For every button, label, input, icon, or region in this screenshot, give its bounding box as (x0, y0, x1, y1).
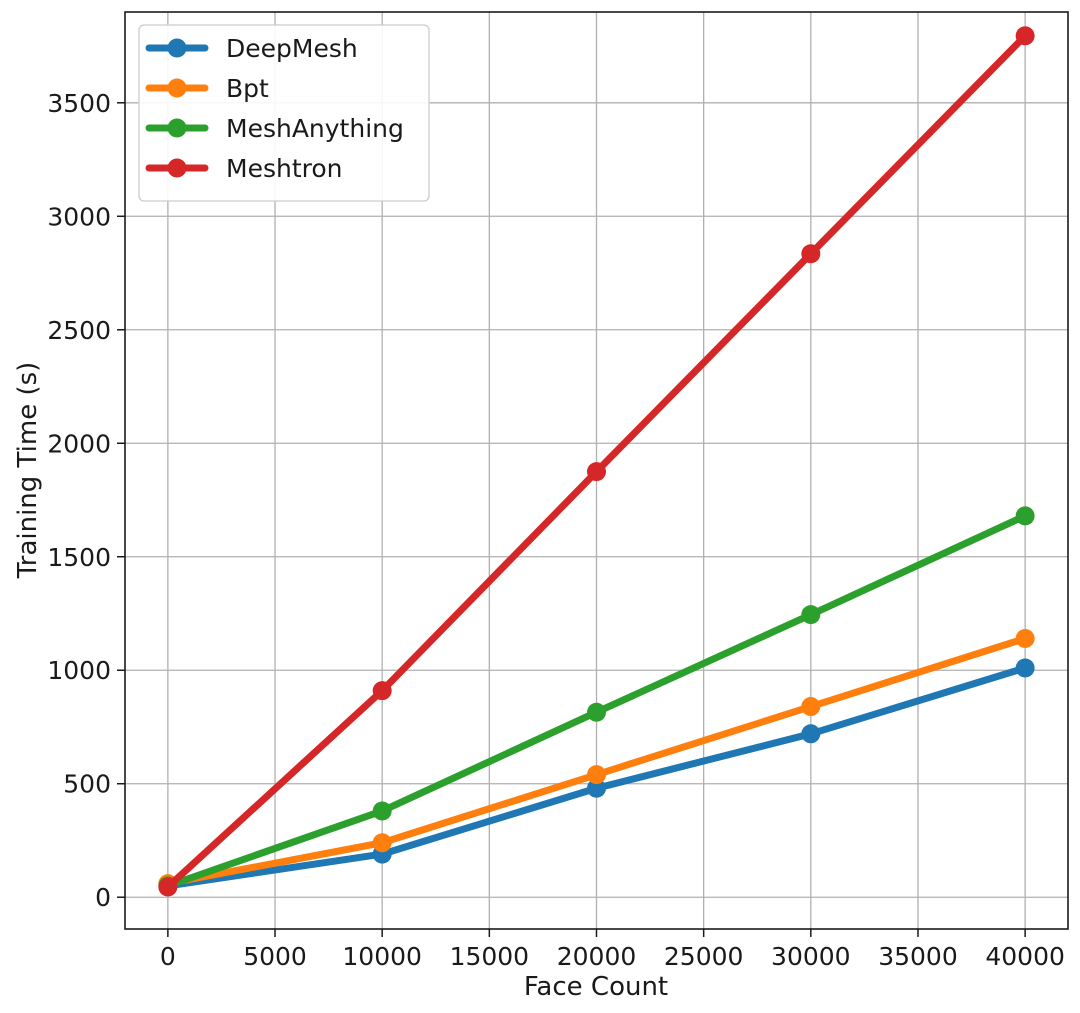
y-tick-label: 2500 (47, 316, 111, 345)
legend-box (138, 24, 430, 202)
data-point-bpt (587, 765, 606, 785)
x-tick-label: 20000 (557, 942, 637, 971)
data-point-deepmesh (801, 724, 821, 744)
y-axis-label: Training Time (s) (13, 362, 43, 580)
y-tick-label: 0 (95, 883, 111, 912)
data-point-meshanything (1015, 506, 1035, 526)
data-point-bpt (801, 697, 821, 717)
legend-label-deepmesh: DeepMesh (226, 34, 358, 63)
x-tick-label: 40000 (985, 942, 1065, 971)
x-axis-label: Face Count (524, 972, 668, 1002)
y-tick-label: 1000 (47, 656, 111, 685)
data-point-meshtron (158, 877, 178, 897)
legend-marker-meshtron (167, 158, 187, 178)
data-point-bpt (1015, 628, 1035, 648)
legend-label-bpt: Bpt (226, 74, 269, 103)
x-tick-label: 0 (160, 942, 176, 971)
data-point-deepmesh (587, 778, 606, 798)
x-tick-label: 15000 (450, 942, 530, 971)
data-point-bpt (372, 833, 392, 853)
y-axis-ticks: 0 500 1000 1500 2000 2500 3000 3500 (47, 89, 125, 912)
y-tick-label: 3000 (47, 202, 111, 231)
y-tick-label: 3500 (47, 89, 111, 118)
legend-label-meshtron: Meshtron (226, 154, 343, 183)
x-tick-label: 30000 (771, 942, 851, 971)
x-tick-label: 25000 (664, 942, 744, 971)
legend-label-meshanything: MeshAnything (226, 114, 404, 143)
x-tick-label: 35000 (878, 942, 958, 971)
data-point-meshtron (587, 462, 606, 482)
legend-marker-bpt (167, 78, 187, 98)
x-tick-label: 10000 (342, 942, 422, 971)
y-tick-label: 2000 (47, 429, 111, 458)
y-tick-label: 1500 (47, 543, 111, 572)
y-tick-label: 500 (63, 770, 111, 799)
data-point-meshanything (587, 702, 606, 722)
series-group (158, 26, 1035, 897)
x-tick-label: 5000 (243, 942, 307, 971)
legend-marker-meshanything (167, 118, 187, 138)
data-point-meshtron (372, 681, 392, 701)
data-point-deepmesh (1015, 658, 1035, 678)
legend-marker-deepmesh (167, 38, 187, 58)
data-point-meshanything (801, 605, 821, 625)
legend: DeepMesh Bpt MeshAnything Meshtron (138, 24, 430, 202)
data-point-meshanything (372, 801, 392, 821)
data-point-meshtron (1015, 26, 1035, 46)
data-point-meshtron (801, 244, 821, 264)
x-axis-ticks: 0 5000 10000 15000 20000 25000 30000 35000 40000 (160, 929, 1065, 971)
